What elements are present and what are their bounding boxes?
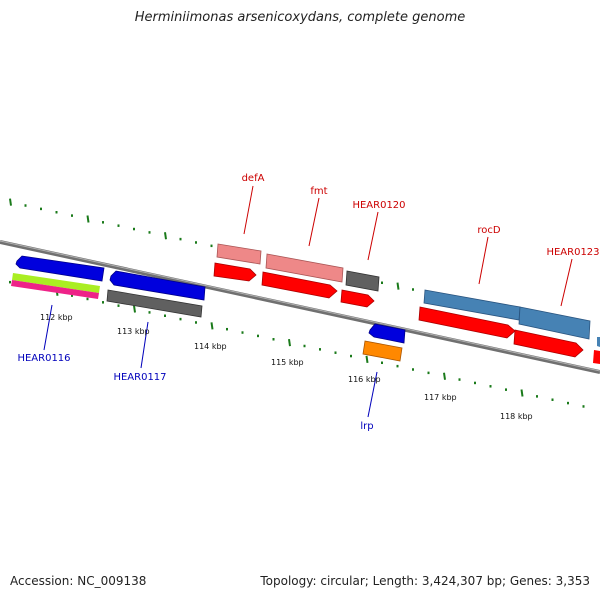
major-tick [520, 389, 524, 397]
gene-defa[interactable] [213, 243, 262, 282]
gene-hear0120[interactable] [340, 270, 380, 308]
gene-hear0117[interactable] [106, 270, 206, 318]
major-tick [133, 305, 136, 313]
kbp-label: 116 kbp [348, 375, 381, 384]
gene-hear0116[interactable] [11, 255, 105, 299]
gene-rocd[interactable] [418, 289, 521, 339]
genome-summary: Topology: circular; Length: 3,424,307 bp… [260, 574, 590, 588]
gene-label-fmt[interactable]: fmt [310, 186, 327, 197]
major-tick [210, 322, 214, 330]
major-tick [164, 232, 167, 240]
gene-hear0123[interactable] [513, 306, 591, 358]
gene-partial-right[interactable] [593, 337, 600, 364]
gene-label-hear0120[interactable]: HEAR0120 [352, 200, 405, 211]
kbp-label: 114 kbp [194, 342, 227, 351]
kbp-label: 115 kbp [271, 358, 304, 367]
gene-label-hear0117[interactable]: HEAR0117 [113, 372, 166, 383]
major-tick [86, 215, 90, 223]
genome-backbone [0, 240, 600, 374]
major-tick [288, 338, 291, 347]
kbp-label: 112 kbp [40, 313, 73, 322]
major-tick [443, 372, 446, 380]
gene-fmt[interactable] [261, 253, 344, 299]
page-title: Herminiimonas arsenicoxydans, complete g… [134, 10, 466, 25]
gene-label-lrp[interactable]: lrp [360, 421, 373, 432]
gene-label-hear0116[interactable]: HEAR0116 [17, 353, 70, 364]
gene-label-hear0123[interactable]: HEAR0123 [546, 247, 599, 258]
gene-lrp[interactable] [362, 323, 406, 362]
major-tick [9, 198, 12, 206]
kbp-label: 118 kbp [500, 412, 533, 421]
kbp-label: 113 kbp [117, 327, 150, 336]
gene-label-defa[interactable]: defA [242, 173, 265, 184]
kbp-label: 117 kbp [424, 393, 457, 402]
gene-label-rocd[interactable]: rocD [477, 225, 501, 236]
major-tick [365, 355, 369, 364]
tick-row-lower [9, 280, 585, 408]
accession-label: Accession: NC_009138 [10, 574, 147, 588]
major-tick [396, 282, 400, 290]
